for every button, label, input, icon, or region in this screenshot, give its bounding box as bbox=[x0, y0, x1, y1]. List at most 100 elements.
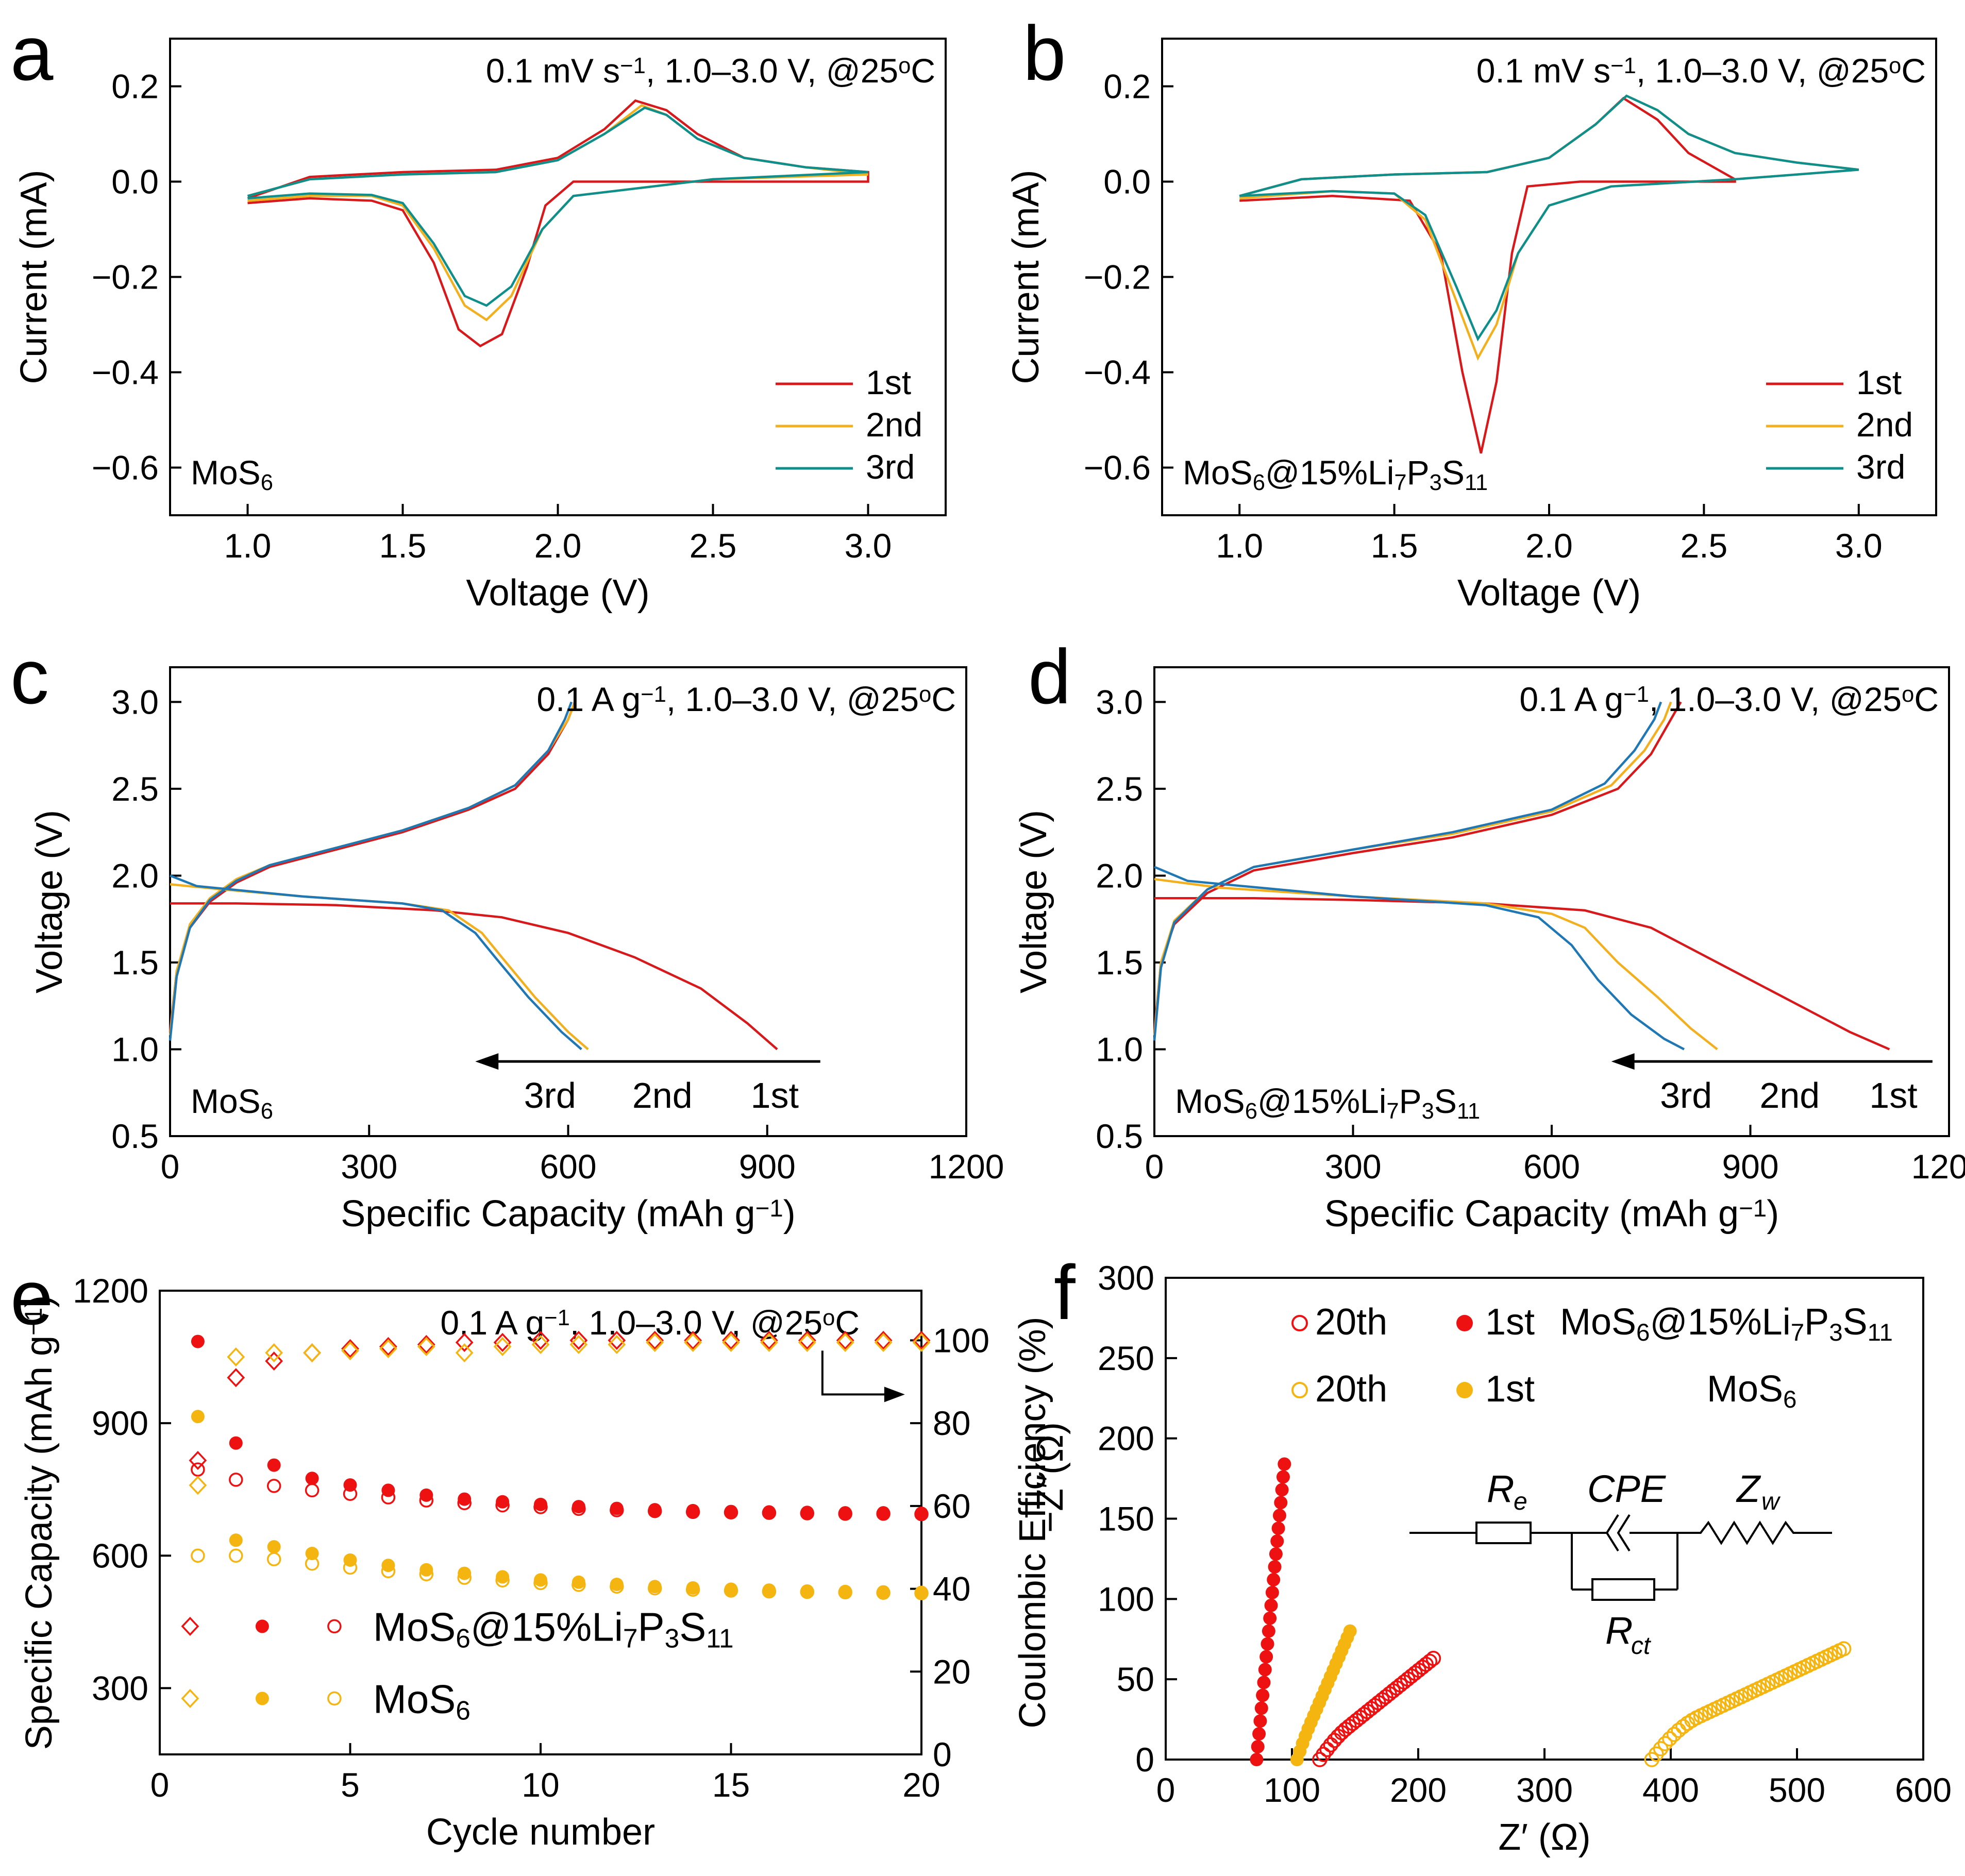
point-MoS₆ charge bbox=[876, 1585, 891, 1600]
y-axis-label-a: Current (mA) bbox=[13, 170, 55, 384]
point-MoS₆@15%Li₇P₃S₁₁ 1st bbox=[1251, 1740, 1265, 1754]
y-tick-label-c: 2.5 bbox=[111, 770, 159, 808]
x-tick-label-a: 3.0 bbox=[845, 527, 892, 565]
y2-tick-label-e: 60 bbox=[933, 1487, 970, 1525]
point-MoS₆@15%Li₇P₃S₁₁ 1st bbox=[1261, 1637, 1274, 1651]
gcd-curve-1st discharge-c bbox=[170, 902, 778, 1051]
point-MoS₆ charge bbox=[305, 1556, 320, 1571]
legend-label-3rd-a: 3rd bbox=[866, 448, 915, 486]
point-MoS₆@15%Li₇P₃S₁₁ 1st bbox=[1272, 1509, 1286, 1523]
point-MoS₆@15%Li₇P₃S₁₁ discharge bbox=[305, 1472, 319, 1485]
point-MoS₆ charge bbox=[685, 1582, 700, 1597]
point-MoS₆@15%Li₇P₃S₁₁ CE bbox=[227, 1368, 245, 1388]
y-tick-label-b: −0.4 bbox=[1084, 353, 1151, 392]
material-label-d: MoS6@15%Li7P3S11 bbox=[1175, 1082, 1480, 1124]
legend-label-2nd-a: 2nd bbox=[866, 405, 922, 444]
point-MoS₆ CE bbox=[798, 1332, 816, 1353]
point-MoS₆@15%Li₇P₃S₁₁ discharge bbox=[496, 1495, 510, 1509]
point-MoS₆ charge bbox=[533, 1576, 548, 1591]
point-MoS₆ 20th bbox=[1836, 1641, 1852, 1657]
point-MoS₆@15%Li₇P₃S₁₁ CE bbox=[912, 1330, 931, 1350]
plot-frame-c bbox=[169, 666, 967, 1137]
material-label-a: MoS6 bbox=[191, 453, 273, 495]
x-tick-label-e: 20 bbox=[902, 1766, 940, 1804]
point-MoS₆@15%Li₇P₃S₁₁ 1st bbox=[1259, 1650, 1273, 1664]
condition-annotation-a: 0.1 mV s−1, 1.0–3.0 V, @25oC bbox=[486, 52, 935, 90]
y-tick-label-a: 0.2 bbox=[111, 67, 159, 106]
point-MoS₆ CE bbox=[265, 1343, 283, 1363]
legend-open-label-f: 20th bbox=[1315, 1368, 1387, 1410]
y-axis-label-b: Current (mA) bbox=[1005, 170, 1047, 384]
point-MoS₆@15%Li₇P₃S₁₁ charge bbox=[914, 1507, 929, 1522]
point-MoS₆ discharge bbox=[305, 1547, 319, 1560]
condition-annotation-e: 0.1 A g−1, 1.0–3.0 V, @25oC bbox=[440, 1304, 860, 1342]
point-MoS₆@15%Li₇P₃S₁₁ CE bbox=[265, 1351, 283, 1371]
point-MoS₆@15%Li₇P₃S₁₁ charge bbox=[762, 1506, 777, 1520]
gcd-curve-3rd charge-d bbox=[1153, 701, 1662, 1041]
point-MoS₆ CE bbox=[189, 1476, 207, 1495]
legend-diamond-e bbox=[181, 1688, 199, 1708]
point-MoS₆ CE bbox=[836, 1332, 854, 1353]
point-MoS₆@15%Li₇P₃S₁₁ CE bbox=[455, 1332, 474, 1353]
cv-curve-1st-a bbox=[247, 99, 869, 348]
x-tick-label-b: 3.0 bbox=[1835, 527, 1883, 565]
point-MoS₆@15%Li₇P₃S₁₁ 1st bbox=[1262, 1624, 1275, 1638]
point-MoS₆ CE bbox=[912, 1332, 931, 1353]
point-MoS₆@15%Li₇P₃S₁₁ charge bbox=[838, 1507, 852, 1521]
y2-tick-label-e: 0 bbox=[933, 1735, 952, 1773]
point-MoS₆@15%Li₇P₃S₁₁ 1st bbox=[1258, 1663, 1272, 1677]
legend-filled-circle-e bbox=[255, 1692, 269, 1705]
point-MoS₆@15%Li₇P₃S₁₁ CE bbox=[341, 1339, 359, 1359]
x-tick-label-a: 1.5 bbox=[379, 527, 427, 565]
gcd-curve-3rd charge-c bbox=[169, 701, 573, 1041]
point-MoS₆ charge bbox=[800, 1584, 815, 1599]
point-MoS₆@15%Li₇P₃S₁₁ 1st bbox=[1252, 1727, 1266, 1741]
y-tick-label-e: 900 bbox=[92, 1404, 148, 1442]
x-tick-label-f: 400 bbox=[1642, 1771, 1699, 1809]
point-MoS₆ charge bbox=[266, 1552, 281, 1566]
legend-label-1st-a: 1st bbox=[866, 363, 911, 401]
y-tick-label-a: 0.0 bbox=[111, 163, 159, 201]
legend-open-marker-f bbox=[1291, 1315, 1308, 1331]
x-tick-label-d: 900 bbox=[1722, 1147, 1778, 1186]
point-MoS₆@15%Li₇P₃S₁₁ charge bbox=[343, 1486, 358, 1501]
plot-frame-b bbox=[1161, 38, 1937, 516]
point-MoS₆ charge bbox=[838, 1585, 852, 1600]
point-MoS₆@15%Li₇P₃S₁₁ discharge bbox=[191, 1334, 205, 1348]
gcd-curve-3rd discharge-c bbox=[170, 874, 582, 1051]
point-MoS₆@15%Li₇P₃S₁₁ charge bbox=[419, 1493, 434, 1508]
point-MoS₆@15%Li₇P₃S₁₁ charge bbox=[610, 1503, 624, 1517]
y-axis-label-c: Voltage (V) bbox=[29, 810, 70, 993]
y2-tick-label-e: 80 bbox=[933, 1404, 970, 1442]
point-MoS₆@15%Li₇P₃S₁₁ CE bbox=[722, 1330, 740, 1350]
point-MoS₆@15%Li₇P₃S₁₁ 1st bbox=[1257, 1676, 1271, 1689]
point-MoS₆@15%Li₇P₃S₁₁ 1st bbox=[1275, 1483, 1289, 1497]
point-MoS₆ charge bbox=[647, 1581, 662, 1596]
point-MoS₆@15%Li₇P₃S₁₁ charge bbox=[876, 1507, 891, 1521]
point-MoS₆@15%Li₇P₃S₁₁ 1st bbox=[1265, 1585, 1279, 1599]
cv-curve-3rd-b bbox=[1239, 94, 1859, 342]
x-axis-label-f: Z′ (Ω) bbox=[1498, 1817, 1590, 1858]
y-tick-label-b: 0.2 bbox=[1103, 67, 1151, 106]
y-axis-label-e: Specific Capacity (mAh g−1) bbox=[19, 1295, 60, 1750]
y-tick-label-e: 600 bbox=[92, 1536, 148, 1575]
point-MoS₆ CE bbox=[341, 1341, 359, 1361]
point-MoS₆ 20th bbox=[1666, 1727, 1682, 1742]
point-MoS₆@15%Li₇P₃S₁₁ charge bbox=[685, 1505, 700, 1519]
point-MoS₆@15%Li₇P₃S₁₁ charge bbox=[495, 1498, 510, 1513]
point-MoS₆ CE bbox=[379, 1339, 397, 1359]
point-MoS₆ CE bbox=[874, 1332, 893, 1353]
legend-filled-marker-f bbox=[1456, 1382, 1473, 1398]
cycle-label-3rd-d: 3rd bbox=[1660, 1075, 1712, 1116]
cycle-label-2nd-d: 2nd bbox=[1759, 1075, 1820, 1116]
ce-axis-arrow-e bbox=[821, 1350, 889, 1396]
cv-curve-3rd-a bbox=[247, 106, 868, 307]
legend-material-label-f: MoS6 bbox=[1707, 1368, 1796, 1413]
y-tick-label-b: −0.2 bbox=[1084, 258, 1151, 296]
point-MoS₆@15%Li₇P₃S₁₁ charge bbox=[800, 1506, 815, 1520]
point-MoS₆@15%Li₇P₃S₁₁ CE bbox=[493, 1332, 512, 1353]
point-MoS₆@15%Li₇P₃S₁₁ discharge bbox=[458, 1492, 472, 1506]
y-tick-label-f: 250 bbox=[1098, 1339, 1154, 1377]
circuit-label-rct: R bbox=[1605, 1609, 1633, 1652]
